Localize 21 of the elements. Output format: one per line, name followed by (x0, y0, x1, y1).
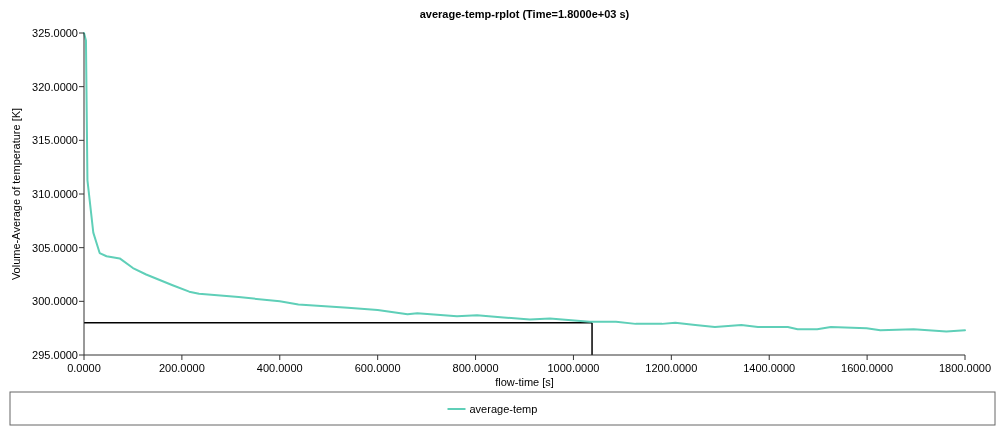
legend-label: average-temp (469, 402, 538, 415)
x-tick-label: 200.0000 (158, 362, 205, 374)
y-tick-label: 320.0000 (32, 80, 78, 93)
y-tick-label: 295.0000 (32, 348, 78, 361)
x-tick-label: 1400.0000 (743, 362, 796, 374)
y-tick-label: 325.0000 (32, 26, 78, 39)
x-tick-label: 1000.0000 (547, 362, 600, 374)
y-tick-label: 315.0000 (32, 134, 78, 147)
chart-title: average-temp-rplot (Time=1.8000e+03 s) (419, 8, 630, 20)
y-tick-label: 300.0000 (32, 295, 78, 308)
x-tick-label: 1800.0000 (939, 362, 991, 374)
x-axis-title: flow-time [s] (495, 376, 554, 388)
y-tick-label: 310.0000 (32, 187, 78, 200)
x-tick-label: 800.0000 (452, 362, 499, 374)
x-tick-label: 1200.0000 (645, 362, 698, 374)
y-axis-title: Volume-Average of temperature [K] (10, 107, 22, 281)
y-tick-label: 305.0000 (32, 241, 78, 254)
x-tick-label: 0.0000 (67, 362, 101, 374)
x-tick-label: 400.0000 (256, 362, 303, 374)
x-tick-label: 1600.0000 (841, 362, 894, 374)
x-tick-label: 600.0000 (354, 362, 401, 374)
